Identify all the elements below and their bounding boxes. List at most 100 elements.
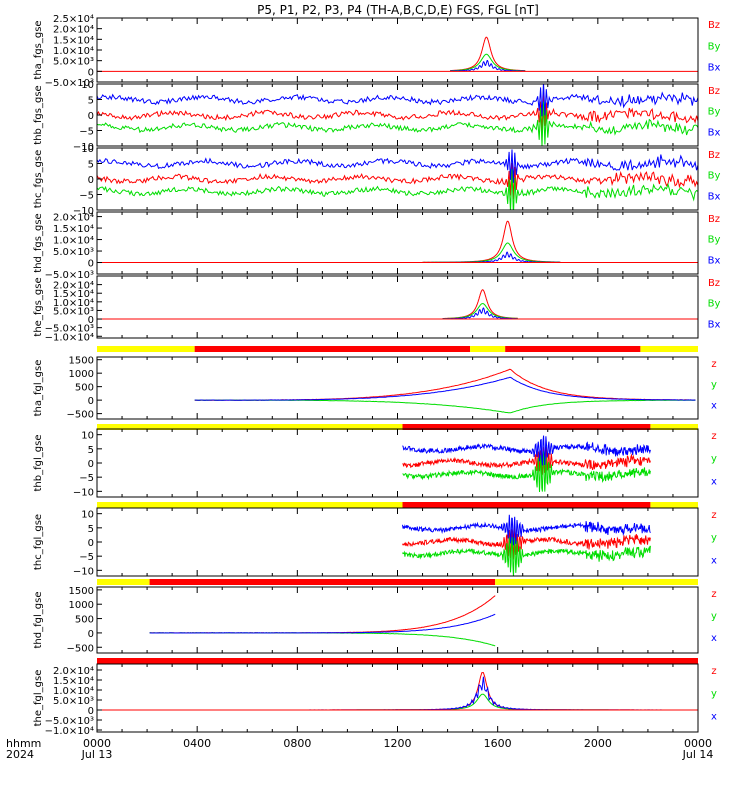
y-tick-label: 2.0×10⁴ <box>53 25 94 36</box>
status-bar-segment <box>97 502 403 508</box>
time-tick-date: Jul 13 <box>81 748 113 761</box>
legend-bz: Bz <box>708 214 720 225</box>
series-group <box>97 84 698 146</box>
plot-title: P5, P1, P2, P3, P4 (TH-A,B,C,D,E) FGS, F… <box>257 3 539 17</box>
series-z-line <box>97 672 698 711</box>
y-tick-label: −5.0×10³ <box>45 270 94 281</box>
y-tick-label: −5 <box>79 127 94 138</box>
status-bar-segment <box>97 658 698 664</box>
panel-frame <box>96 147 699 211</box>
y-tick-label: −10 <box>73 566 94 577</box>
series-group <box>97 672 698 711</box>
y-tick-label: −10 <box>73 487 94 498</box>
y-tick-label: 2.0×10⁴ <box>53 666 94 677</box>
panel-frame <box>96 211 699 275</box>
panels: 2.5×10⁴2.0×10⁴1.5×10⁴1.0×10⁴5.0×10³0−5.0… <box>33 14 720 737</box>
y-tick-label: 5 <box>88 445 94 456</box>
status-bar-segment <box>149 579 496 585</box>
legend-by: By <box>708 299 721 310</box>
legend-z: z <box>711 589 716 600</box>
time-tick-label: 0400 <box>183 737 211 750</box>
series-x-line <box>194 376 696 401</box>
legend-y: y <box>711 533 717 544</box>
y-axis-label: thd_fgl_gse <box>33 592 44 649</box>
y-tick-label: 5.0×10³ <box>53 696 94 707</box>
legend-x: x <box>711 476 717 487</box>
series-group <box>402 435 651 493</box>
y-tick-label: −5 <box>79 473 94 484</box>
panel-thb-fgl-gse: 10 5 0 −5 −10 thb_fgl_gse z yx <box>33 424 717 498</box>
y-tick-label: 1500 <box>69 356 94 367</box>
status-bar-segment <box>640 346 698 352</box>
y-tick-label: −1.0×10⁴ <box>45 332 94 343</box>
y-tick-label: 0 <box>88 175 94 186</box>
y-axis-label: the_fgl_gse <box>33 670 44 727</box>
time-axis-label-bottom: 2024 <box>6 748 34 761</box>
y-tick-label: −5 <box>79 552 94 563</box>
series-y-line <box>402 537 651 576</box>
series-group <box>97 289 698 320</box>
series-z-line <box>194 368 696 401</box>
status-bar-segment <box>402 424 651 430</box>
legend-y: y <box>711 380 717 391</box>
legend-bz: Bz <box>708 20 720 31</box>
legend-by: By <box>708 235 721 246</box>
y-tick-label: 2.0×10⁴ <box>53 281 94 292</box>
y-axis-label: thd_fgs_gse <box>33 213 44 272</box>
status-bar-segment <box>97 579 150 585</box>
y-tick-label: −5.0×10³ <box>45 324 94 335</box>
legend-bx: Bx <box>708 255 721 266</box>
y-axis-label: the_fgs_gse <box>33 277 44 336</box>
series-z-line <box>442 289 518 319</box>
status-bar-segment <box>470 346 506 352</box>
y-tick-label: 5 <box>88 96 94 107</box>
y-tick-label: −500 <box>67 643 94 654</box>
series-x-line <box>442 307 518 320</box>
y-tick-label: −500 <box>67 410 94 421</box>
y-tick-label: 1500 <box>69 586 94 597</box>
series-z-line <box>97 92 698 132</box>
y-tick-label: 10 <box>81 144 94 155</box>
panel-the-fgl-gse: 2.0×10⁴1.5×10⁴1.0×10⁴5.0×10³0−5.0×10³−1.… <box>33 658 717 737</box>
series-group <box>402 514 651 576</box>
series-x-line <box>97 84 698 117</box>
status-bar-segment <box>194 346 471 352</box>
series-y-line <box>422 242 561 263</box>
series-x-line <box>402 435 651 466</box>
legend-by: By <box>708 107 721 118</box>
legend-z: z <box>711 431 716 442</box>
y-tick-label: 5.0×10³ <box>53 57 94 68</box>
series-x-line <box>97 149 698 183</box>
y-tick-label: −10 <box>73 206 94 217</box>
status-bar-segment <box>505 346 641 352</box>
time-tick-date: Jul 14 <box>682 748 714 761</box>
y-tick-label: 0 <box>88 459 94 470</box>
panel-frame <box>96 663 699 733</box>
series-z-line <box>97 162 698 200</box>
panel-thd-fgl-gse: 1500 1000 500 0 −500 thd_fgl_gse zyx <box>33 579 717 654</box>
y-tick-label: 0 <box>88 629 94 640</box>
y-tick-label: 1.5×10⁴ <box>53 224 94 235</box>
series-group <box>97 36 698 72</box>
legend-bx: Bx <box>708 191 721 202</box>
panel-thc-fgs-gse: 10 5 0 −5 −10 thc_fgs_gse Bz By Bx <box>33 144 720 217</box>
legend-bz: Bz <box>708 150 720 161</box>
status-bar-segment <box>495 579 698 585</box>
y-axis-label: thc_fgs_gse <box>33 150 44 209</box>
series-z-line <box>422 220 561 263</box>
legend-bz: Bz <box>708 278 720 289</box>
y-axis-label: tha_fgl_gse <box>33 360 44 417</box>
y-tick-label: 10 <box>81 510 94 521</box>
y-axis-label: thc_fgl_gse <box>33 514 44 570</box>
y-tick-label: 0 <box>88 396 94 407</box>
y-tick-label: 0 <box>88 259 94 270</box>
y-tick-label: 1.5×10⁴ <box>53 35 94 46</box>
panel-the-fgs-gse: 2.0×10⁴1.5×10⁴1.0×10⁴5.0×10³0−5.0×10³−1.… <box>33 275 721 343</box>
time-tick-label: 0000 <box>83 737 111 750</box>
panel-thd-fgs-gse: 2.0×10⁴1.5×10⁴1.0×10⁴5.0×10³0−5.0×10³thd… <box>33 211 721 281</box>
y-tick-label: 5 <box>88 524 94 535</box>
time-tick-label: 0000 <box>684 737 712 750</box>
panel-frame <box>96 356 699 420</box>
